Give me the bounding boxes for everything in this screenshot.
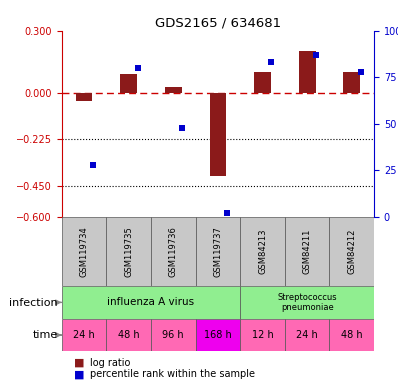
Text: 48 h: 48 h [341,330,363,340]
Bar [62,319,106,351]
Bar [240,319,285,351]
Text: ■: ■ [74,369,84,379]
Text: GSM119737: GSM119737 [213,226,222,277]
Bar [254,72,271,93]
Text: infection: infection [9,298,58,308]
Text: GSM84213: GSM84213 [258,229,267,274]
Text: GSM119735: GSM119735 [124,226,133,277]
Text: ■: ■ [74,358,84,368]
Bar [151,319,195,351]
Bar [209,93,226,175]
Bar [285,217,330,286]
Bar [195,319,240,351]
Bar [151,217,195,286]
Bar [62,217,106,286]
Text: 24 h: 24 h [73,330,95,340]
Bar [299,51,316,93]
Bar [330,217,374,286]
Bar [165,87,181,93]
Bar [285,319,330,351]
Text: 168 h: 168 h [204,330,232,340]
Text: GSM119736: GSM119736 [169,226,178,277]
Text: 24 h: 24 h [296,330,318,340]
Text: log ratio: log ratio [90,358,130,368]
Text: Streptococcus
pneumoniae: Streptococcus pneumoniae [277,293,337,312]
Bar [120,74,137,93]
Bar [106,319,151,351]
Text: 48 h: 48 h [118,330,139,340]
Bar [76,93,92,101]
Text: GSM119734: GSM119734 [80,226,88,277]
Text: GSM84212: GSM84212 [347,229,356,274]
Text: GSM84211: GSM84211 [302,229,312,274]
Text: time: time [33,330,58,340]
Text: influenza A virus: influenza A virus [107,297,195,308]
Bar [62,286,240,319]
Bar [343,72,360,93]
Bar [240,217,285,286]
Text: 12 h: 12 h [252,330,273,340]
Title: GDS2165 / 634681: GDS2165 / 634681 [155,17,281,30]
Bar [106,217,151,286]
Bar [195,217,240,286]
Text: percentile rank within the sample: percentile rank within the sample [90,369,255,379]
Bar [240,286,374,319]
Bar [330,319,374,351]
Text: 96 h: 96 h [162,330,184,340]
